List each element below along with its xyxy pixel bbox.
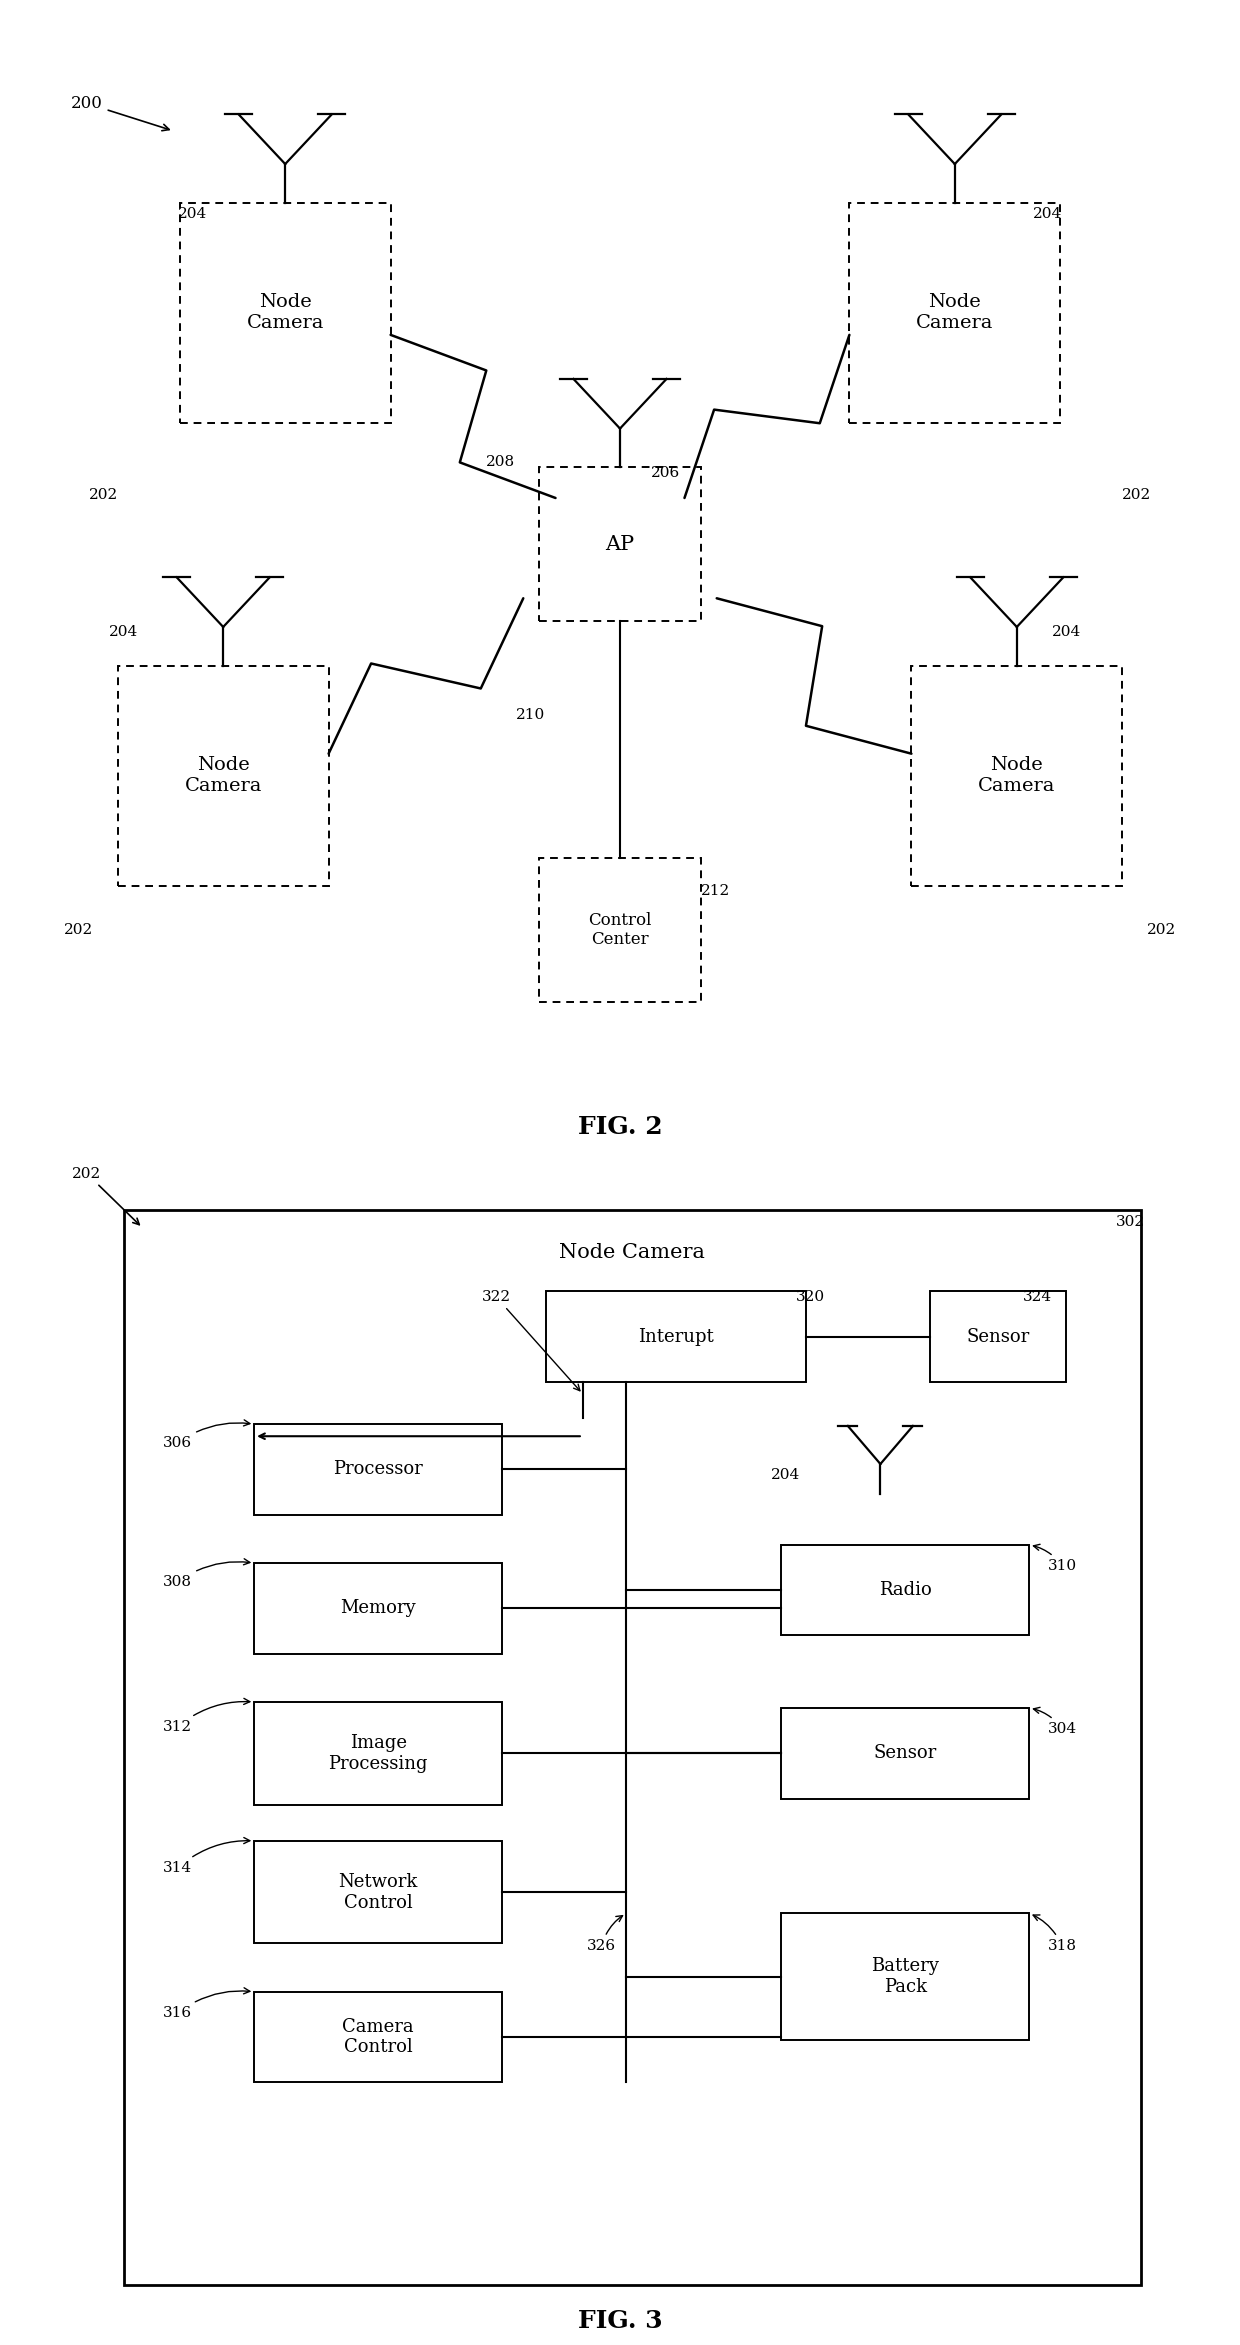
Text: 204: 204 (177, 206, 207, 220)
FancyBboxPatch shape (849, 202, 1060, 422)
Text: 202: 202 (1147, 924, 1177, 938)
Text: Interupt: Interupt (637, 1327, 714, 1346)
FancyBboxPatch shape (254, 1991, 502, 2082)
FancyBboxPatch shape (180, 202, 391, 422)
FancyBboxPatch shape (124, 1210, 1141, 2284)
FancyBboxPatch shape (781, 1914, 1029, 2040)
Text: 304: 304 (1033, 1707, 1076, 1735)
Text: 202: 202 (72, 1165, 139, 1224)
Text: 308: 308 (164, 1559, 250, 1590)
Text: Network
Control: Network Control (339, 1874, 418, 1911)
Text: Memory: Memory (341, 1599, 415, 1618)
Text: Camera
Control: Camera Control (342, 2017, 414, 2057)
Text: Processor: Processor (334, 1461, 423, 1477)
Text: Battery
Pack: Battery Pack (872, 1958, 939, 1996)
Text: 322: 322 (481, 1290, 580, 1391)
Text: Radio: Radio (879, 1581, 931, 1599)
Text: FIG. 3: FIG. 3 (578, 2310, 662, 2333)
Text: Sensor: Sensor (966, 1327, 1030, 1346)
Text: Sensor: Sensor (873, 1745, 937, 1761)
Text: 204: 204 (770, 1468, 800, 1482)
Text: 212: 212 (701, 884, 730, 898)
FancyBboxPatch shape (911, 666, 1122, 886)
Text: 210: 210 (516, 708, 546, 722)
Text: 204: 204 (109, 626, 139, 640)
Text: 310: 310 (1033, 1545, 1076, 1573)
Text: 200: 200 (71, 94, 169, 131)
Text: 324: 324 (1023, 1290, 1052, 1304)
FancyBboxPatch shape (254, 1564, 502, 1653)
FancyBboxPatch shape (930, 1292, 1066, 1381)
FancyBboxPatch shape (539, 467, 701, 621)
Text: 314: 314 (164, 1838, 250, 1876)
Text: 316: 316 (164, 1989, 250, 2019)
Text: Image
Processing: Image Processing (329, 1733, 428, 1773)
Text: 318: 318 (1033, 1916, 1076, 1953)
Text: Node Camera: Node Camera (559, 1243, 706, 1262)
FancyBboxPatch shape (781, 1545, 1029, 1634)
Text: 202: 202 (63, 924, 93, 938)
Text: 202: 202 (1122, 488, 1152, 502)
Text: Control
Center: Control Center (588, 912, 652, 947)
FancyBboxPatch shape (254, 1423, 502, 1515)
Text: 320: 320 (796, 1290, 825, 1304)
Text: Node
Camera: Node Camera (247, 293, 324, 333)
Text: Node
Camera: Node Camera (978, 757, 1055, 795)
Text: Node
Camera: Node Camera (185, 757, 262, 795)
Text: 326: 326 (587, 1916, 622, 1953)
Text: 204: 204 (1033, 206, 1063, 220)
FancyBboxPatch shape (118, 666, 329, 886)
Text: FIG. 2: FIG. 2 (578, 1116, 662, 1140)
Text: 206: 206 (651, 467, 681, 481)
FancyBboxPatch shape (781, 1707, 1029, 1799)
Text: 306: 306 (164, 1419, 250, 1449)
Text: 312: 312 (164, 1698, 250, 1733)
Text: 302: 302 (1116, 1215, 1145, 1229)
Text: AP: AP (605, 535, 635, 553)
Text: 202: 202 (88, 488, 118, 502)
FancyBboxPatch shape (546, 1292, 806, 1381)
FancyBboxPatch shape (539, 858, 701, 1001)
FancyBboxPatch shape (254, 1841, 502, 1944)
Text: Node
Camera: Node Camera (916, 293, 993, 333)
Text: 208: 208 (486, 455, 515, 469)
Text: 204: 204 (1052, 626, 1081, 640)
FancyBboxPatch shape (254, 1702, 502, 1806)
